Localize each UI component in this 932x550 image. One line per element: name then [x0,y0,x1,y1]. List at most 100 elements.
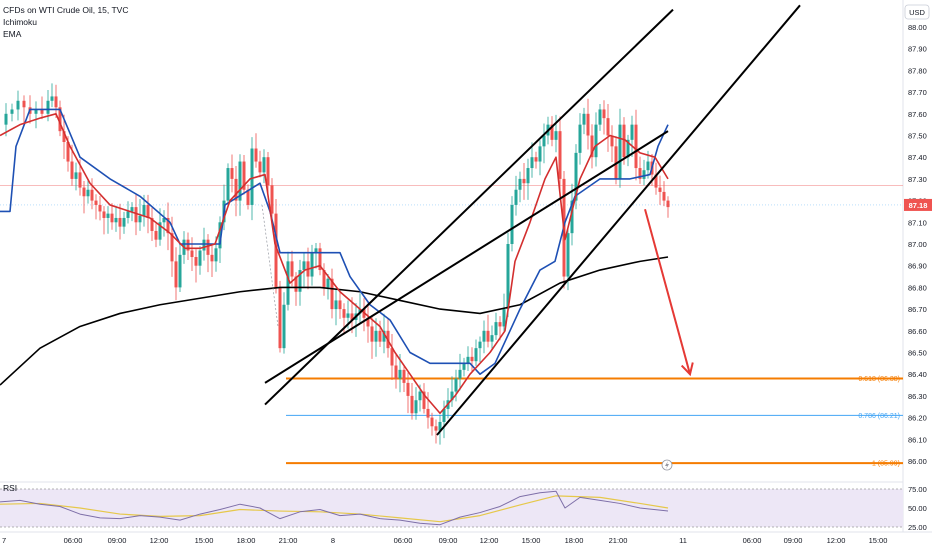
candle-body [458,369,462,379]
candle-body [594,124,598,158]
candle-body [298,270,302,292]
price-tick-label: 86.10 [908,435,927,444]
time-tick-label: 09:00 [108,536,127,545]
candle-body [46,100,50,114]
candle-body [230,168,234,179]
candle-body [662,191,666,201]
candle-body [330,278,334,310]
candle-body [210,254,214,262]
candle-body [406,382,410,396]
time-tick-label: 15:00 [522,536,541,545]
candle-body [410,395,414,414]
trend-drawings[interactable] [261,4,801,436]
candle-body [86,189,90,197]
candle-body [514,189,518,205]
time-tick-label: 21:00 [609,536,628,545]
candle-body [542,135,546,147]
candle-body [626,139,630,158]
indicator-ema[interactable]: EMA [3,29,22,39]
candle-body [482,330,486,342]
rsi-label[interactable]: RSI [3,483,17,493]
candle-body [582,113,586,125]
candle-body [194,257,198,266]
candle-body [22,100,26,108]
fib-level-label: 0.618 (86.38) [858,376,900,383]
rsi-tick-label: 50.00 [908,504,927,513]
rsi-line [0,490,669,526]
candle-body [526,168,530,184]
rsi-tick-label: 25.00 [908,523,927,532]
rsi-ma-line [0,495,669,523]
currency-box[interactable] [904,4,930,20]
time-tick-label: 18:00 [565,536,584,545]
candle-body [338,300,342,310]
candle-body [554,131,558,140]
candle-body [98,204,102,212]
candle-body [638,168,642,179]
current-price-badge: 87.18 [904,198,932,211]
candle-body [506,244,510,310]
trendline-channel-upper[interactable] [264,8,674,406]
price-tick-label: 86.30 [908,392,927,401]
candle-body [370,326,374,342]
candle-body [498,322,502,327]
candle-body [178,254,182,288]
candle-body [286,261,290,305]
candle-body [530,157,534,169]
candle-body [454,378,458,392]
candle-body [250,148,254,205]
kijun-line [0,108,669,375]
candle-body [4,113,8,125]
candle-body [154,230,158,240]
candle-body [10,109,14,114]
candle-body [142,204,146,216]
price-axis[interactable]: 88.00 87.90 87.80 87.70 87.60 87.50 87.40 87.30… [908,23,927,466]
price-tick-label: 87.10 [908,218,927,227]
candle-body [34,109,38,114]
candle-body [50,96,54,101]
candle-body [226,168,230,201]
candle-body [630,124,634,140]
candle-body [438,421,442,431]
candle-body [342,309,346,318]
candle-body [40,109,44,114]
indicator-ichimoku[interactable]: Ichimoku [3,17,37,27]
candle-body [134,207,138,223]
candle-body [422,391,426,409]
candle-body [618,124,622,179]
candle-body [322,270,326,288]
candle-body [166,217,170,234]
candle-body [190,250,194,258]
candle-body [238,161,242,201]
trendline-channel-outer[interactable] [436,4,801,436]
candle-body [646,161,650,171]
candle-body [658,187,662,192]
rsi-lines [0,490,669,526]
candle-body [206,239,210,255]
candle-body [246,189,250,205]
candle-body [290,261,294,277]
time-tick-label: 11 [679,536,687,545]
candle-body [78,172,82,188]
candle-body [666,200,670,208]
time-axis[interactable]: 7 06:00 09:00 12:00 15:00 18:00 21:00 8 06:00 09:… [2,536,887,545]
candle-body [606,118,610,136]
candle-body [138,215,142,223]
price-tick-label: 86.00 [908,457,927,466]
candle-body [130,207,134,212]
candle-body [234,178,238,201]
price-tick-label: 88.00 [908,23,927,32]
price-tick-label: 87.60 [908,110,927,119]
candle-body [114,217,118,223]
candle-body [598,109,602,125]
event-marker-icon[interactable] [661,459,673,471]
rsi-tick-label: 75.00 [908,485,927,494]
price-tick-label: 87.90 [908,45,927,54]
candle-body [318,248,322,271]
forecast-arrow[interactable] [644,209,691,375]
candle-body [442,408,446,422]
candle-body [474,348,478,362]
candle-body [382,330,386,342]
